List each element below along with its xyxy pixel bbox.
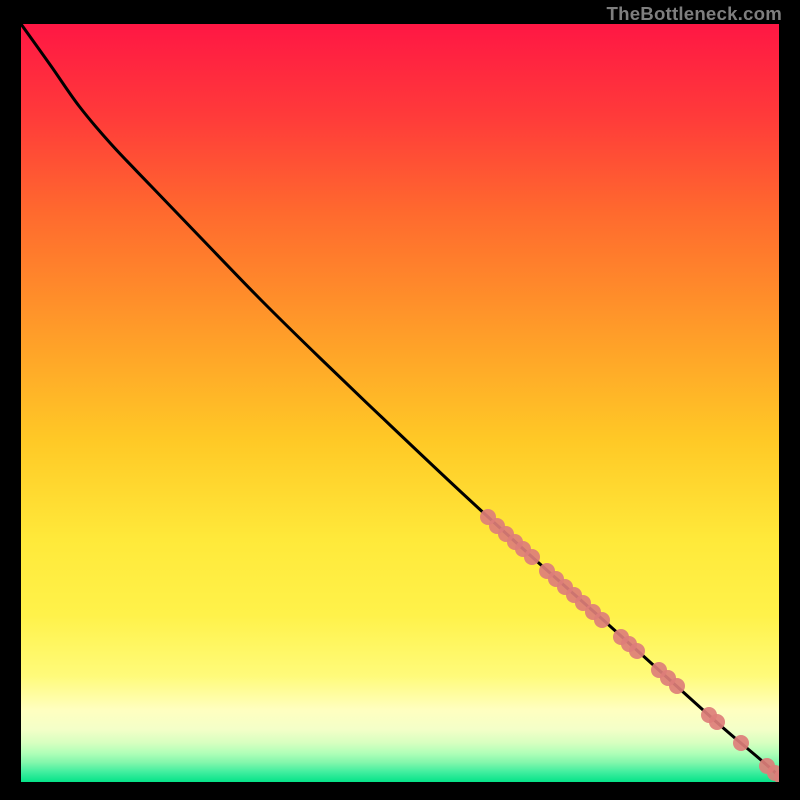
scatter-marker <box>594 612 610 628</box>
plot-area <box>21 24 779 782</box>
canvas: TheBottleneck.com <box>0 0 800 800</box>
scatter-marker <box>733 735 749 751</box>
scatter-marker <box>709 714 725 730</box>
scatter-marker <box>524 549 540 565</box>
attribution-text: TheBottleneck.com <box>607 3 783 25</box>
scatter-marker <box>629 643 645 659</box>
scatter-marker <box>669 678 685 694</box>
markers <box>21 24 779 782</box>
marker-group <box>480 509 779 782</box>
